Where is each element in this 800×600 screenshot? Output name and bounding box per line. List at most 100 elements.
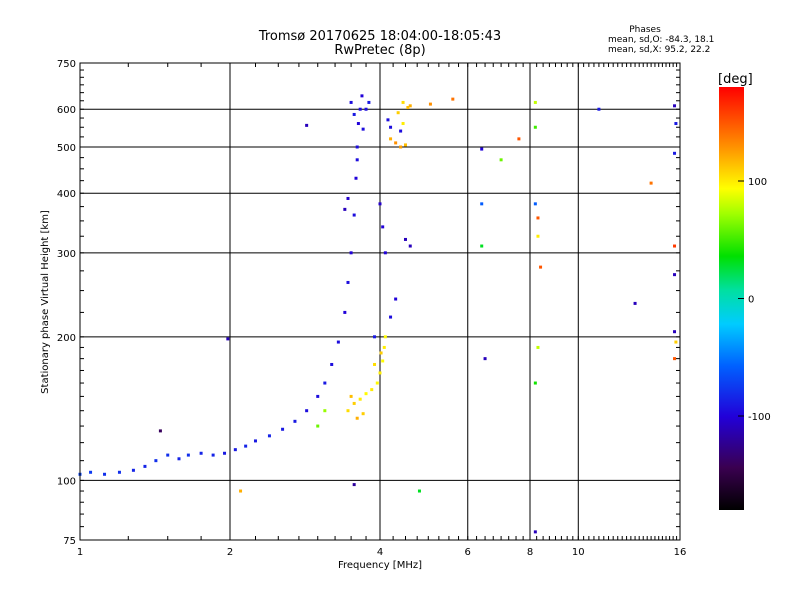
data-point <box>356 122 360 126</box>
data-point <box>539 265 543 269</box>
data-point <box>383 251 387 255</box>
data-point <box>480 202 484 206</box>
y-tick-label: 500 <box>57 143 76 154</box>
data-point <box>346 196 350 200</box>
y-tick-label: 750 <box>57 59 76 70</box>
data-point <box>358 107 362 111</box>
chart-title: Tromsø 20170625 18:04:00-18:05:43 <box>258 29 501 44</box>
x-tick-label: 16 <box>674 547 687 558</box>
data-point <box>244 444 248 448</box>
data-point <box>378 202 382 206</box>
x-tick-label: 10 <box>572 547 585 558</box>
x-tick-label: 6 <box>465 547 471 558</box>
data-point <box>517 137 521 141</box>
data-point <box>408 244 412 248</box>
data-point <box>533 100 537 104</box>
data-point <box>673 357 677 361</box>
data-point <box>389 125 393 129</box>
data-point <box>403 143 407 147</box>
colorbar: [deg] 100 0 -100 <box>718 72 771 510</box>
data-point <box>352 483 356 487</box>
data-point <box>352 401 356 405</box>
data-point <box>370 388 374 392</box>
data-point <box>381 359 385 363</box>
data-point <box>354 176 358 180</box>
data-point <box>355 145 359 149</box>
chart-subtitle: RwPretec (8p) <box>334 43 425 58</box>
data-point <box>343 207 347 211</box>
data-point <box>428 102 432 106</box>
data-point <box>330 362 334 366</box>
data-point <box>383 335 387 339</box>
data-point <box>349 251 353 255</box>
data-point <box>364 392 368 396</box>
data-point <box>186 453 190 457</box>
data-point <box>346 409 350 413</box>
x-tick-label: 8 <box>527 547 533 558</box>
data-point <box>358 397 362 401</box>
data-point <box>89 470 93 474</box>
data-point <box>323 409 327 413</box>
phases-o-stats: mean, sd,O: -84.3, 18.1 <box>608 35 714 45</box>
data-point <box>267 434 271 438</box>
colorbar-tick-label: 0 <box>748 295 754 306</box>
x-axis-ticks: 1 2 4 6 8 10 16 <box>77 63 687 558</box>
y-tick-label: 75 <box>63 536 76 547</box>
data-point <box>352 213 356 217</box>
x-tick-label: 4 <box>377 547 383 558</box>
x-axis-label: Frequency [MHz] <box>338 560 422 571</box>
data-point <box>316 394 320 398</box>
data-points <box>78 94 678 534</box>
data-point <box>223 451 227 455</box>
data-point <box>226 337 230 341</box>
data-point <box>673 273 677 277</box>
data-point <box>533 530 537 534</box>
data-point <box>199 451 203 455</box>
data-point <box>346 280 350 284</box>
data-point <box>378 371 382 375</box>
data-point <box>674 122 678 126</box>
data-point <box>394 297 398 301</box>
colorbar-label: [deg] <box>718 72 753 87</box>
data-point <box>239 489 243 493</box>
data-point <box>536 345 540 349</box>
data-point <box>394 141 398 145</box>
data-point <box>154 459 158 463</box>
data-point <box>323 381 327 385</box>
data-point <box>483 357 487 361</box>
data-point <box>673 244 677 248</box>
data-point <box>499 158 503 162</box>
data-point <box>533 125 537 129</box>
data-point <box>389 315 393 319</box>
data-point <box>381 225 385 229</box>
data-point <box>158 429 162 433</box>
data-point <box>355 416 359 420</box>
data-point <box>361 412 365 416</box>
data-point <box>281 427 285 431</box>
data-point <box>408 104 412 108</box>
data-point <box>343 310 347 314</box>
data-point <box>533 381 537 385</box>
data-point <box>533 202 537 206</box>
data-point <box>375 381 379 385</box>
data-point <box>364 107 368 111</box>
data-point <box>401 122 405 126</box>
y-tick-label: 100 <box>57 476 76 487</box>
data-point <box>253 439 257 443</box>
data-point <box>417 489 421 493</box>
data-point <box>367 100 371 104</box>
x-tick-label: 1 <box>77 547 83 558</box>
data-point <box>673 330 677 334</box>
data-point <box>360 94 364 98</box>
data-point <box>177 457 181 461</box>
data-point <box>211 453 215 457</box>
data-point <box>382 345 386 349</box>
data-point <box>361 127 365 131</box>
data-point <box>379 351 383 355</box>
data-point <box>373 362 377 366</box>
data-point <box>131 468 135 472</box>
data-point <box>352 112 356 116</box>
data-point <box>143 464 147 468</box>
data-point <box>399 145 403 149</box>
data-point <box>633 301 637 305</box>
